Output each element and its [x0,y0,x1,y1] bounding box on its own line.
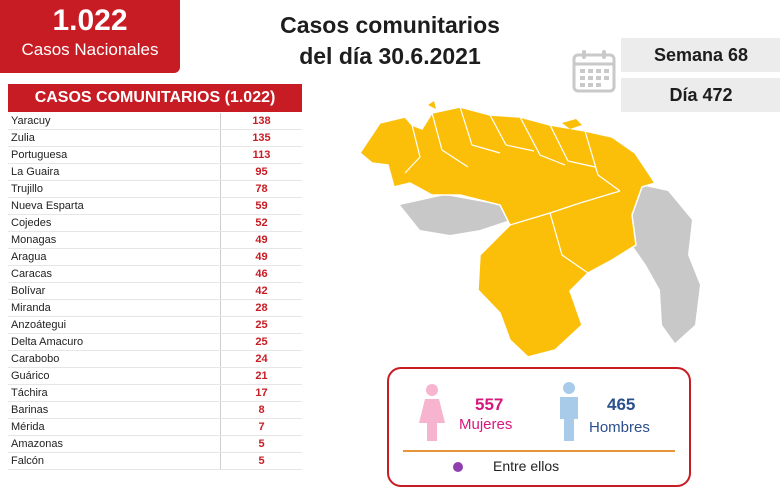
day-badge: Día 472 [621,78,780,112]
state-name: La Guaira [11,166,60,178]
state-cases: 7 [220,419,302,435]
table-row: Caracas 46 [8,266,302,283]
table-row: Trujillo 78 [8,181,302,198]
week-badge: Semana 68 [621,38,780,72]
table-title: CASOS COMUNITARIOS (1.022) [8,84,302,112]
state-name: Monagas [11,234,57,246]
national-cases-box: 1.022 Casos Nacionales [0,0,180,73]
state-name: Miranda [11,302,51,314]
state-cases: 135 [220,130,302,146]
state-name: Cojedes [11,217,52,229]
state-name: Falcón [11,455,45,467]
gender-breakdown-panel: 557 Mujeres 465 Hombres Entre ellos [387,367,691,487]
women-label: Mujeres [459,416,513,433]
female-figure-icon [419,384,445,441]
table-row: Portuguesa 113 [8,147,302,164]
state-cases: 59 [220,198,302,214]
male-figure-icon [560,382,578,441]
state-name: Yaracuy [11,115,51,127]
state-cases: 8 [220,402,302,418]
state-cases: 42 [220,283,302,299]
table-row: Mérida 7 [8,419,302,436]
men-label: Hombres [589,419,650,436]
women-count: 557 [475,395,504,414]
table-row: Táchira 17 [8,385,302,402]
table-row: Amazonas 5 [8,436,302,453]
state-cases: 113 [220,147,302,163]
state-name: Carabobo [11,353,60,365]
title-line-2: del día 30.6.2021 [299,43,481,69]
title-line-1: Casos comunitarios [280,12,500,38]
table-row: Carabobo 24 [8,351,302,368]
state-name: Barinas [11,404,49,416]
state-name: Caracas [11,268,52,280]
state-cases: 46 [220,266,302,282]
state-cases: 25 [220,334,302,350]
table-row: Anzoátegui 25 [8,317,302,334]
divider [403,450,675,452]
map-island [562,119,582,129]
table-row: Falcón 5 [8,453,302,470]
state-name: Zulia [11,132,35,144]
map-grey-border-west [400,195,510,235]
table-row: Zulia 135 [8,130,302,147]
state-name: Nueva Esparta [11,200,84,212]
state-cases: 5 [220,453,302,469]
state-name: Bolívar [11,285,46,297]
state-name: Amazonas [11,438,63,450]
state-cases: 95 [220,164,302,180]
bullet-dot [453,462,463,472]
table-row: Barinas 8 [8,402,302,419]
state-name: Mérida [11,421,45,433]
state-cases: 28 [220,300,302,316]
state-name: Portuguesa [11,149,68,161]
state-cases: 78 [220,181,302,197]
table-row: Delta Amacuro 25 [8,334,302,351]
state-cases: 138 [220,113,302,129]
map-states [359,106,657,358]
state-name: Aragua [11,251,47,263]
state-cases: 24 [220,351,302,367]
map-state-borders [404,106,621,274]
state-cases: 52 [220,215,302,231]
state-name: Guárico [11,370,50,382]
men-count: 465 [607,395,636,414]
table-row: La Guaira 95 [8,164,302,181]
among-them-label: Entre ellos [493,458,560,474]
cases-table: Yaracuy 138 Zulia 135 Portuguesa 113 La Guaira… [8,113,302,470]
table-row: Nueva Esparta 59 [8,198,302,215]
table-row: Yaracuy 138 [8,113,302,130]
state-cases: 49 [220,249,302,265]
state-cases: 5 [220,436,302,452]
table-row: Guárico 21 [8,368,302,385]
venezuela-map [359,101,700,358]
state-cases: 49 [220,232,302,248]
table-row: Cojedes 52 [8,215,302,232]
page-title: Casos comunitarios del día 30.6.2021 [240,10,540,72]
state-name: Trujillo [11,183,43,195]
state-cases: 17 [220,385,302,401]
table-row: Miranda 28 [8,300,302,317]
national-cases-number: 1.022 [52,4,128,37]
table-row: Bolívar 42 [8,283,302,300]
state-name: Delta Amacuro [11,336,84,348]
national-cases-label: Casos Nacionales [21,40,159,59]
table-row: Monagas 49 [8,232,302,249]
state-cases: 21 [220,368,302,384]
map-grey-territory [628,185,700,343]
state-name: Táchira [11,387,48,399]
table-row: Aragua 49 [8,249,302,266]
state-cases: 25 [220,317,302,333]
calendar-icon [572,50,616,93]
map-island-2 [428,101,436,109]
state-name: Anzoátegui [11,319,67,331]
